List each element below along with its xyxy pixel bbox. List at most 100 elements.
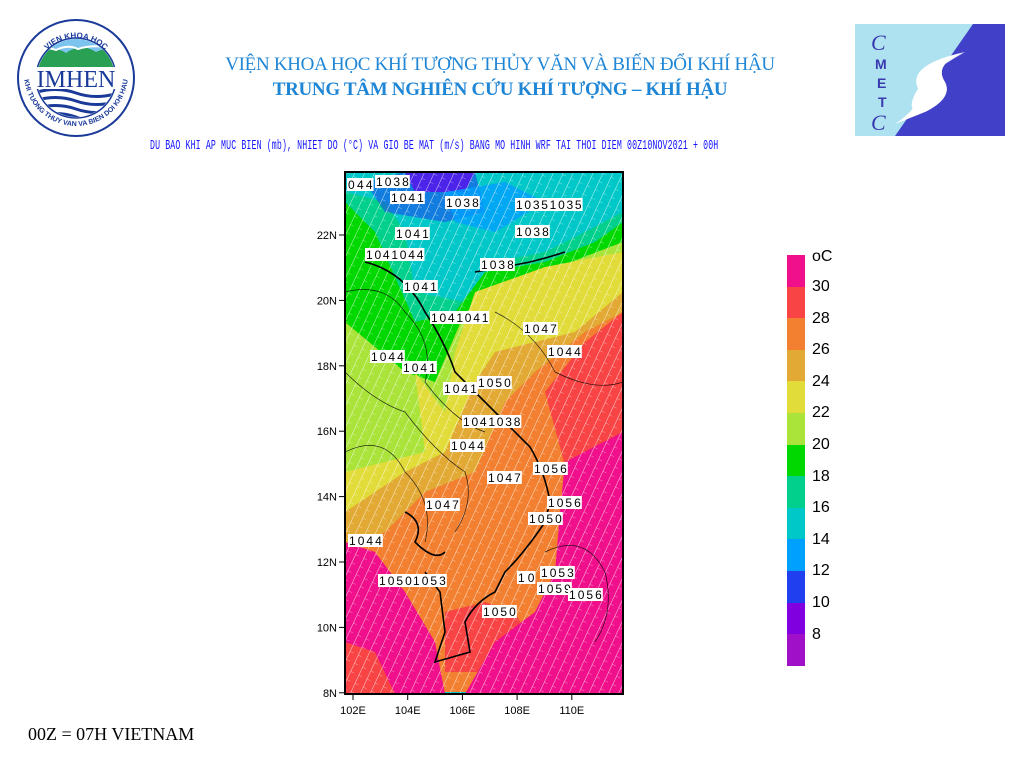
svg-text:1041044: 1041044 — [366, 248, 424, 262]
lon-label: 102E — [340, 705, 366, 717]
colorbar-swatch — [787, 412, 805, 445]
svg-text:1044: 1044 — [548, 345, 581, 359]
colorbar-swatch — [787, 570, 805, 603]
lat-label: 20N — [317, 295, 337, 307]
isobar-label: 1041044 — [365, 248, 425, 262]
svg-text:1041: 1041 — [391, 191, 424, 205]
map-subtitle: DU BAO KHI AP MUC BIEN (mb), NHIET DO (°… — [150, 138, 719, 154]
svg-text:10351035: 10351035 — [516, 198, 582, 212]
lat-label: 8N — [323, 688, 337, 700]
svg-text:C: C — [871, 110, 886, 135]
timezone-note: 00Z = 07H VIETNAM — [28, 724, 195, 744]
colorbar-label: 30 — [812, 278, 830, 295]
svg-text:1056: 1056 — [569, 588, 602, 602]
colorbar-label: 22 — [812, 404, 830, 422]
colorbar-label: 12 — [812, 562, 830, 580]
map-frame — [344, 171, 624, 695]
isobar-label: 10351035 — [515, 198, 583, 212]
institute-title: VIỆN KHOA HỌC KHÍ TƯỢNG THỦY VĂN VÀ BIẾN… — [225, 54, 775, 75]
lat-label: 14N — [317, 492, 337, 504]
isobar-label: 1047 — [523, 322, 558, 336]
lat-label: 10N — [317, 622, 337, 634]
isobar-label: 1047 — [425, 498, 460, 512]
colorbar-swatch — [787, 255, 805, 287]
colorbar-swatch — [787, 476, 805, 508]
isobar-label: 1041 — [390, 191, 425, 205]
isobar-label: 1041041 — [430, 311, 490, 325]
svg-text:1056: 1056 — [534, 462, 567, 476]
svg-text:1056: 1056 — [548, 496, 581, 510]
isobar-label: 1050 — [477, 376, 512, 390]
lon-label: 108E — [504, 705, 530, 717]
svg-text:1041041: 1041041 — [431, 311, 489, 325]
colorbar-label: 28 — [812, 309, 830, 327]
isobar-label: 10 — [517, 571, 536, 585]
colorbar-swatch — [787, 349, 805, 382]
svg-text:1038: 1038 — [376, 175, 409, 189]
colorbar-swatch — [787, 286, 805, 319]
svg-text:1044: 1044 — [349, 534, 382, 548]
isobar-label: 1053 — [412, 574, 447, 588]
svg-text:1041: 1041 — [444, 382, 477, 396]
isobar-label: 1056 — [533, 462, 568, 476]
isobar-label: 1053 — [540, 566, 575, 580]
lat-label: 12N — [317, 557, 337, 569]
colorbar-swatch — [787, 507, 805, 540]
lat-label: 16N — [317, 426, 337, 438]
colorbar-label: 26 — [812, 341, 830, 359]
colorbar-label: 8 — [812, 625, 821, 643]
svg-text:044: 044 — [348, 178, 373, 192]
svg-text:C: C — [871, 30, 886, 55]
colorbar-unit: oC — [812, 248, 833, 265]
lon-label: 106E — [450, 705, 476, 717]
isobar-label: 1056 — [547, 496, 582, 510]
isobar-label: 1056 — [568, 588, 603, 602]
svg-text:1050: 1050 — [379, 574, 412, 588]
colorbar-label: 10 — [812, 594, 830, 611]
isobar-label: 1059 — [537, 582, 572, 596]
svg-text:1053: 1053 — [541, 566, 574, 580]
isobar-label: 1041 — [443, 382, 478, 396]
svg-text:1038: 1038 — [481, 258, 514, 272]
isobar-label: 1044 — [450, 439, 485, 453]
colorbar-label: 24 — [812, 372, 830, 390]
center-title: TRUNG TÂM NGHIÊN CỨU KHÍ TƯỢNG – KHÍ HẬU — [272, 79, 728, 100]
isobar-label: 1041038 — [462, 415, 522, 429]
colorbar-label: 20 — [812, 436, 830, 453]
isobar-label: 1050 — [482, 605, 517, 619]
isobar-label: 1044 — [370, 350, 405, 364]
isobar-label: 1050 — [378, 574, 413, 588]
isobar-label: 1041 — [403, 280, 438, 294]
isobar-label: 1038 — [445, 196, 480, 210]
svg-text:T: T — [878, 94, 887, 110]
svg-text:1050: 1050 — [483, 605, 516, 619]
svg-text:1041: 1041 — [404, 280, 437, 294]
isobar-label: 1050 — [528, 512, 563, 526]
isobar-label: 1047 — [487, 471, 522, 485]
lat-label: 22N — [317, 230, 337, 242]
colorbar-swatch — [787, 444, 805, 477]
svg-text:1038: 1038 — [516, 225, 549, 239]
isobar-label: 1038 — [480, 258, 515, 272]
isobar-label: 1041 — [395, 227, 430, 241]
colorbar-swatch — [787, 634, 805, 666]
isobar-label: 1041 — [402, 361, 437, 375]
svg-text:1044: 1044 — [371, 350, 404, 364]
lat-label: 18N — [317, 361, 337, 373]
lon-label: 110E — [559, 705, 584, 717]
isobar-label: 1044 — [547, 345, 582, 359]
colorbar-swatch — [787, 318, 805, 350]
colorbar-swatch — [787, 539, 805, 571]
svg-text:1041: 1041 — [403, 361, 436, 375]
colorbar-label: 16 — [812, 499, 830, 517]
svg-text:1050: 1050 — [478, 376, 511, 390]
svg-text:1044: 1044 — [451, 439, 484, 453]
lon-label: 104E — [395, 705, 421, 717]
logo-text: IMHEN — [37, 67, 116, 93]
svg-text:1047: 1047 — [524, 322, 557, 336]
svg-text:1047: 1047 — [488, 471, 521, 485]
svg-text:1050: 1050 — [529, 512, 562, 526]
svg-text:1041: 1041 — [396, 227, 429, 241]
colorbar-label: 14 — [812, 530, 830, 548]
